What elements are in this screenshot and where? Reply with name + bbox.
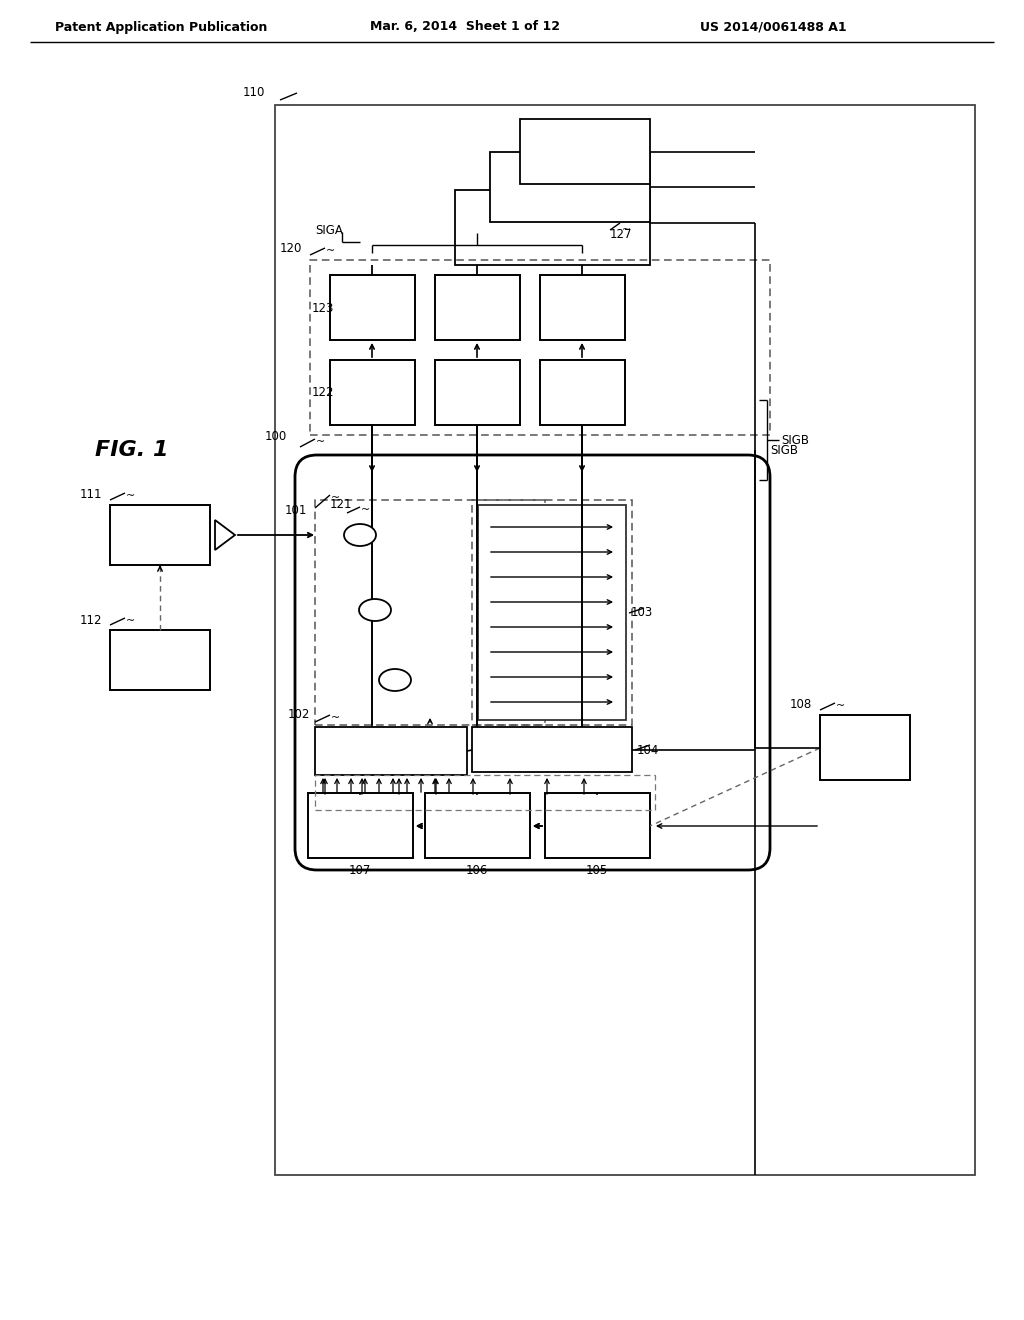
Text: Patent Application Publication: Patent Application Publication	[55, 21, 267, 33]
Bar	[472, 727, 632, 772]
Text: ~: ~	[361, 506, 371, 515]
Bar	[478, 506, 626, 719]
Text: 100: 100	[265, 430, 287, 444]
Text: 121: 121	[330, 499, 352, 511]
Text: 111: 111	[80, 488, 102, 502]
Text: 101: 101	[285, 503, 307, 516]
Bar	[435, 275, 520, 341]
Bar	[315, 727, 467, 775]
Bar	[540, 275, 625, 341]
Text: ~: ~	[836, 701, 845, 711]
Ellipse shape	[359, 599, 391, 620]
Ellipse shape	[379, 669, 411, 690]
Text: Mar. 6, 2014  Sheet 1 of 12: Mar. 6, 2014 Sheet 1 of 12	[370, 21, 560, 33]
Bar	[308, 793, 413, 858]
Text: 105: 105	[586, 863, 608, 876]
Polygon shape	[215, 520, 234, 550]
Text: FIG. 1: FIG. 1	[95, 440, 169, 459]
Text: 106: 106	[466, 863, 488, 876]
Text: SIGB: SIGB	[781, 433, 809, 446]
Text: 120: 120	[280, 242, 302, 255]
Bar	[110, 630, 210, 690]
Bar	[540, 360, 625, 425]
Text: 123: 123	[312, 301, 335, 314]
Bar	[315, 775, 655, 810]
Text: 102: 102	[288, 709, 310, 722]
Bar	[472, 500, 632, 725]
Text: 127: 127	[610, 228, 633, 242]
Text: ~: ~	[126, 491, 135, 502]
Bar	[330, 275, 415, 341]
Bar	[490, 152, 650, 222]
Bar	[820, 715, 910, 780]
FancyBboxPatch shape	[295, 455, 770, 870]
Bar	[425, 793, 530, 858]
Text: ~: ~	[622, 224, 631, 235]
Text: ~: ~	[126, 616, 135, 626]
Text: ~: ~	[316, 437, 326, 447]
Text: 104: 104	[637, 743, 659, 756]
Text: 112: 112	[80, 614, 102, 627]
Bar	[310, 260, 770, 436]
Text: US 2014/0061488 A1: US 2014/0061488 A1	[700, 21, 847, 33]
Bar	[110, 506, 210, 565]
Bar	[330, 360, 415, 425]
Text: SIGA: SIGA	[315, 223, 343, 236]
Bar	[315, 500, 545, 725]
Text: ~: ~	[331, 492, 340, 503]
Text: ~: ~	[331, 713, 340, 723]
Bar	[435, 360, 520, 425]
Bar	[455, 190, 650, 265]
Bar	[275, 106, 975, 1175]
Ellipse shape	[344, 524, 376, 546]
Text: 108: 108	[790, 698, 812, 711]
Text: 122: 122	[312, 387, 335, 400]
Text: ~: ~	[326, 246, 335, 256]
Text: SIGB: SIGB	[770, 444, 798, 457]
Text: 103: 103	[631, 606, 653, 619]
Text: 110: 110	[243, 87, 265, 99]
Bar	[520, 119, 650, 183]
Text: 107: 107	[349, 863, 371, 876]
Bar	[545, 793, 650, 858]
